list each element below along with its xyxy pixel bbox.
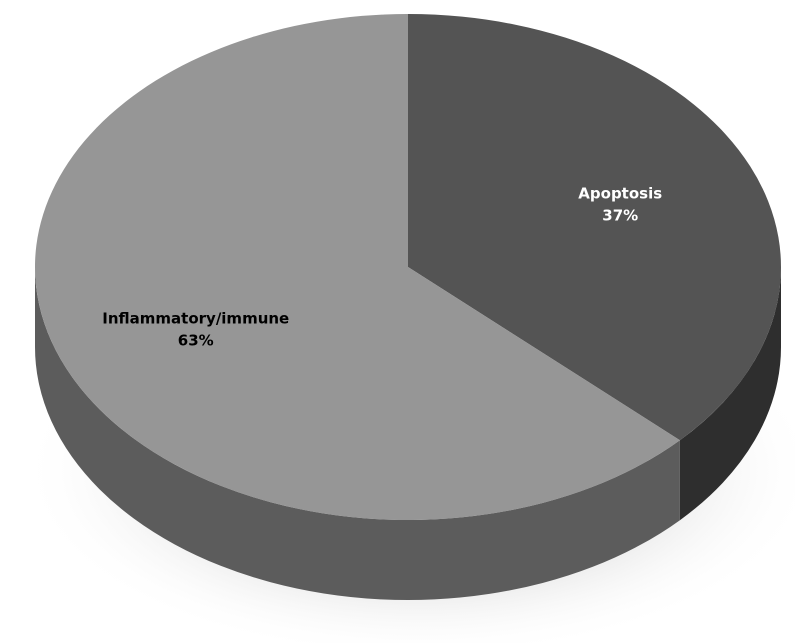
pie-label-apoptosis: Apoptosis — [578, 185, 662, 203]
pie-side-inflammatory-immune — [35, 267, 680, 600]
pie-side-apoptosis — [679, 267, 781, 521]
pie-label-inflammatory-immune: Inflammatory/immune — [102, 309, 289, 327]
pie-slice-inflammatory-immune — [35, 14, 680, 520]
pie-slice-apoptosis — [408, 14, 781, 441]
pie-value-inflammatory-immune: 63% — [178, 331, 214, 349]
pie-value-apoptosis: 37% — [602, 207, 638, 225]
